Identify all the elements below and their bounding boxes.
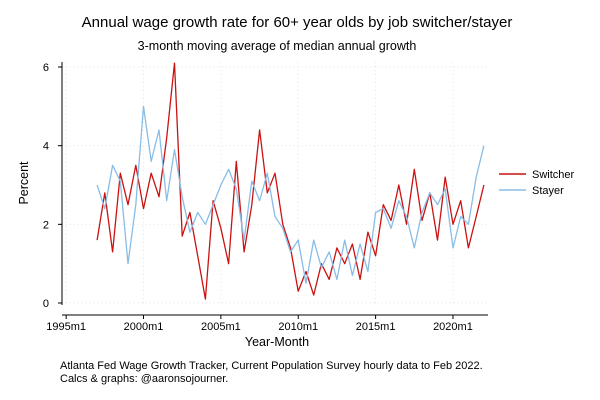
series-line-switcher xyxy=(96,62,485,300)
y-tick-label: 4 xyxy=(43,141,49,153)
x-tick-label: 2010m1 xyxy=(278,321,318,333)
series-line-stayer xyxy=(96,105,485,284)
chart-title: Annual wage growth rate for 60+ year old… xyxy=(82,14,513,31)
x-tick-label: 2000m1 xyxy=(124,321,164,333)
x-axis-ticks: 1995m1 2000m1 2005m1 2010m1 2015m1 2020m1 xyxy=(46,315,473,333)
x-tick-label: 1995m1 xyxy=(46,321,86,333)
x-tick-label: 2015m1 xyxy=(356,321,396,333)
note-line-1: Atlanta Fed Wage Growth Tracker, Current… xyxy=(60,360,483,372)
note-line-2: Calcs & graphs: @aaronsojourner. xyxy=(60,373,228,385)
x-tick-label: 2005m1 xyxy=(201,321,241,333)
y-tick-label: 0 xyxy=(43,298,49,310)
x-axis-label: Year-Month xyxy=(245,335,309,349)
legend: Switcher Stayer xyxy=(499,169,575,197)
x-tick-label: 2020m1 xyxy=(433,321,473,333)
y-axis-ticks: 0 2 4 6 xyxy=(43,62,62,310)
chart-subtitle: 3-month moving average of median annual … xyxy=(138,39,417,53)
series-lines xyxy=(96,62,485,300)
y-tick-label: 2 xyxy=(43,219,49,231)
legend-label-switcher: Switcher xyxy=(532,169,575,181)
y-axis-label: Percent xyxy=(17,161,31,205)
y-tick-label: 6 xyxy=(43,62,49,74)
grid xyxy=(62,62,488,305)
legend-label-stayer: Stayer xyxy=(532,185,564,197)
